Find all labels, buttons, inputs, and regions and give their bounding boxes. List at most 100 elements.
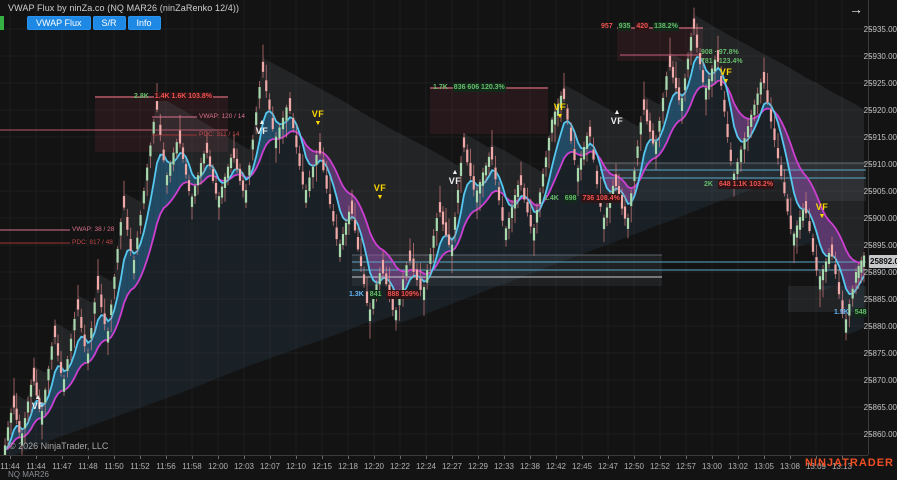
time-tick (452, 456, 453, 459)
time-tick (270, 456, 271, 459)
time-tick (582, 456, 583, 459)
price-tick-label: 25865.00 (863, 402, 897, 412)
time-tick-label: 12:27 (441, 462, 463, 471)
time-tick (478, 456, 479, 459)
copyright-text: © 2026 NinjaTrader, LLC (9, 441, 109, 451)
price-tick-label: 25915.00 (863, 132, 897, 142)
time-tick (36, 456, 37, 459)
time-tick (764, 456, 765, 459)
time-tick (296, 456, 297, 459)
time-tick (218, 456, 219, 459)
info-button[interactable]: Info (127, 16, 161, 30)
flux-shadow-low (5, 80, 864, 455)
price-tick-label: 25860.00 (863, 429, 897, 439)
time-tick-label: 12:38 (519, 462, 541, 471)
time-tick-label: 12:20 (363, 462, 385, 471)
price-tick-label: 25910.00 (863, 159, 897, 169)
time-tick (608, 456, 609, 459)
time-tick-label: 12:52 (649, 462, 671, 471)
vwap-flux-button[interactable]: VWAP Flux (27, 16, 91, 30)
price-tick-label: 25890.00 (863, 267, 897, 277)
instrument-label: NQ MAR26 (8, 470, 49, 479)
time-tick (192, 456, 193, 459)
time-tick-label: 12:42 (545, 462, 567, 471)
time-tick-label: 12:22 (389, 462, 411, 471)
sr-button[interactable]: S/R (92, 16, 126, 30)
price-tick-label: 25905.00 (863, 186, 897, 196)
time-tick (738, 456, 739, 459)
price-tick (869, 380, 872, 381)
time-tick-label: 13:02 (727, 462, 749, 471)
time-tick (842, 456, 843, 459)
price-tick (869, 218, 872, 219)
time-tick-label: 12:24 (415, 462, 437, 471)
price-tick (869, 407, 872, 408)
price-tick (869, 29, 872, 30)
price-tick (869, 326, 872, 327)
price-tick-label: 25885.00 (863, 294, 897, 304)
time-tick (114, 456, 115, 459)
price-tick (869, 56, 872, 57)
time-tick-label: 12:29 (467, 462, 489, 471)
price-tick (869, 110, 872, 111)
indicator-status-bar (0, 16, 4, 30)
time-tick (712, 456, 713, 459)
time-tick (790, 456, 791, 459)
time-tick-label: 12:18 (337, 462, 359, 471)
price-axis[interactable]: 25935.00 25930.00 25925.00 25920.00 25915.00… (864, 0, 897, 455)
price-tick-label: 25930.00 (863, 51, 897, 61)
price-tick-label: 25895.00 (863, 240, 897, 250)
time-tick (400, 456, 401, 459)
time-tick-label: 13:09 (805, 462, 827, 471)
price-tick (869, 245, 872, 246)
time-tick (10, 456, 11, 459)
price-tick (869, 164, 872, 165)
time-tick-label: 12:47 (597, 462, 619, 471)
time-tick (322, 456, 323, 459)
time-tick-label: 12:10 (285, 462, 307, 471)
time-tick (374, 456, 375, 459)
time-tick-label: 11:44 (0, 462, 20, 471)
renko-candles (3, 7, 866, 455)
price-tick (869, 83, 872, 84)
time-tick-label: 11:52 (130, 462, 150, 471)
time-tick (62, 456, 63, 459)
time-tick (166, 456, 167, 459)
time-tick-label: 12:00 (207, 462, 229, 471)
time-axis[interactable]: 11:44 11:44 11:47 11:48 11:50 11:52 11:56 11:58… (0, 455, 868, 480)
price-tick-label: 25900.00 (863, 213, 897, 223)
time-tick-label: 13:08 (779, 462, 801, 471)
price-tick (869, 434, 872, 435)
time-tick-label: 13:05 (753, 462, 775, 471)
price-tick-label: 25935.00 (863, 24, 897, 34)
vwap-lines (4, 56, 865, 451)
price-tick (869, 353, 872, 354)
last-price-marker: 25892.00 (869, 254, 897, 268)
price-tick (869, 272, 872, 273)
time-tick (686, 456, 687, 459)
time-tick (244, 456, 245, 459)
time-tick (816, 456, 817, 459)
time-tick-label: 12:07 (259, 462, 281, 471)
price-tick-label: 25920.00 (863, 105, 897, 115)
time-tick-label: 12:45 (571, 462, 593, 471)
price-tick-label: 25925.00 (863, 78, 897, 88)
time-tick-label: 11:48 (78, 462, 98, 471)
price-chart-canvas[interactable] (0, 0, 868, 455)
time-tick-label: 11:47 (52, 462, 72, 471)
time-tick-label: 12:33 (493, 462, 515, 471)
indicator-toolbar: VWAP Flux S/R Info (0, 16, 163, 30)
time-tick (140, 456, 141, 459)
time-tick (660, 456, 661, 459)
time-tick (634, 456, 635, 459)
time-tick-label: 11:44 (26, 462, 46, 471)
scroll-to-latest-icon[interactable]: → (849, 1, 863, 17)
price-tick (869, 191, 872, 192)
price-tick-label: 25870.00 (863, 375, 897, 385)
ninjatrader-brand-logo: NINJATRADER (804, 457, 894, 469)
time-tick (556, 456, 557, 459)
time-tick-label: 11:58 (182, 462, 202, 471)
price-tick (869, 299, 872, 300)
time-tick-label: 12:15 (311, 462, 333, 471)
